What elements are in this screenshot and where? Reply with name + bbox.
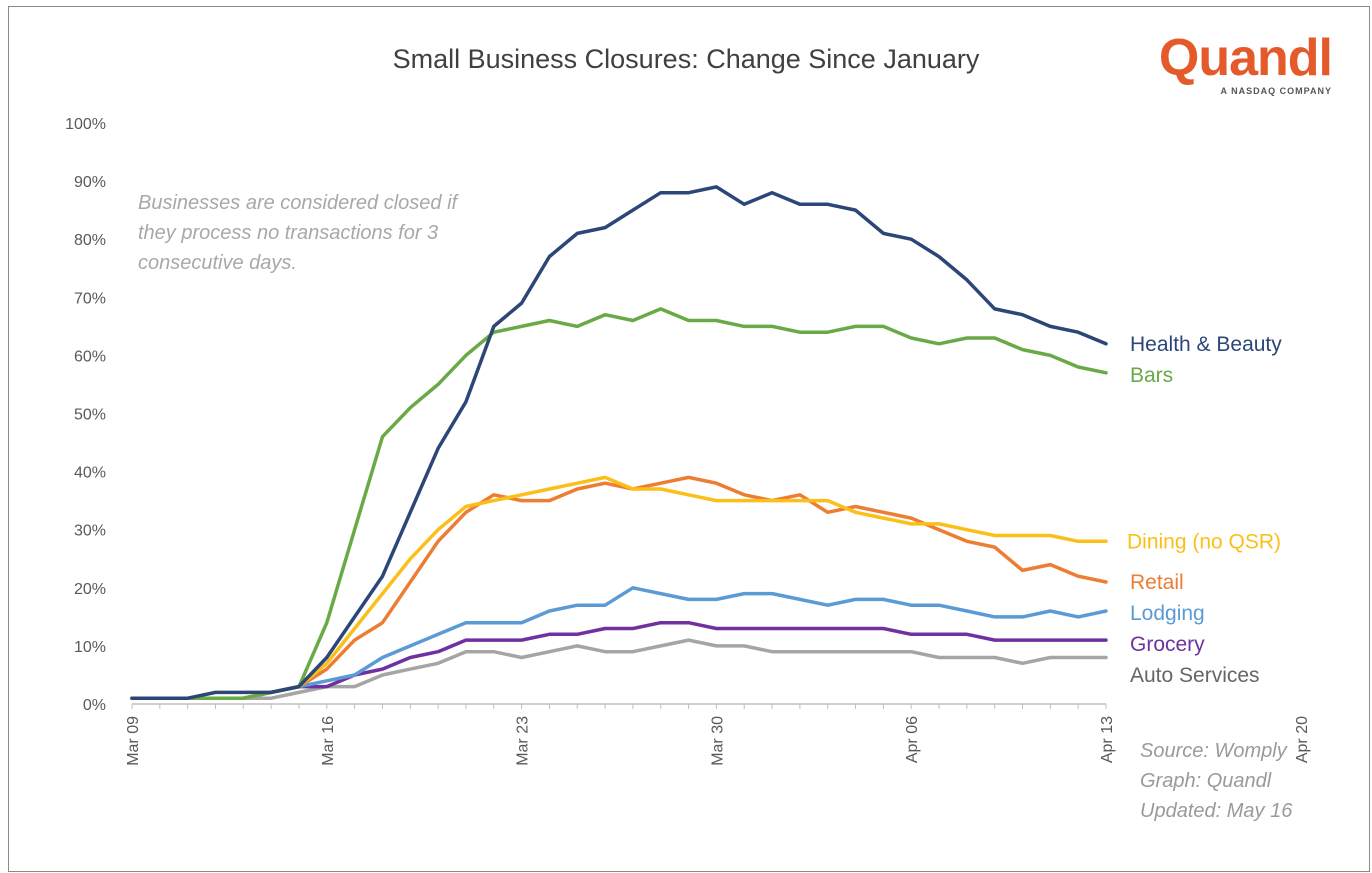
source-line: Source: Womply [1140,740,1287,762]
series-label: Bars [1130,364,1173,387]
series-label: Retail [1130,571,1184,594]
series-line [130,307,1108,700]
series-label: Auto Services [1130,664,1260,687]
y-tick-label: 70% [74,290,106,307]
series-line [130,475,1108,700]
y-tick-label: 60% [74,348,106,365]
series-line [130,586,1108,700]
logo-wordmark: Quandl [1158,29,1333,87]
series-label: Dining (no QSR) [1127,530,1281,553]
y-tick-label: 10% [74,639,106,656]
closure-definition-note: Businesses are considered closed if they… [138,192,458,274]
y-tick-label: 30% [74,523,106,540]
series-line [130,475,1108,700]
y-tick-label: 40% [74,465,106,482]
x-tick-label: Mar 23 [515,716,532,766]
series-lines [130,185,1108,700]
quandl-logo: Quandl A NASDAQ COMPANY [1158,29,1333,96]
logo-tagline: A NASDAQ COMPANY [1220,86,1332,96]
series-line [130,638,1108,700]
series-line [130,620,1108,700]
source-credits: Source: Womply Graph: Quandl Updated: Ma… [1140,736,1292,826]
updated-line: Updated: May 16 [1140,800,1293,822]
series-label: Grocery [1130,633,1205,656]
y-tick-label: 100% [65,116,106,133]
series-label: Lodging [1130,602,1205,625]
x-tick-label: Mar 30 [709,716,726,766]
y-tick-label: 20% [74,581,106,598]
y-tick-label: 90% [74,174,106,191]
x-tick-label: Apr 20 [1294,716,1311,763]
y-tick-label: 0% [83,697,106,714]
series-labels: Health & Beauty Bars Dining (no QSR) Retail… [1127,333,1282,687]
x-tick-label: Mar 16 [320,716,337,766]
series-line [130,185,1108,700]
chart-frame [8,6,1370,872]
series-label: Health & Beauty [1130,333,1282,356]
y-tick-label: 80% [74,232,106,249]
y-axis: 0% 10% 20% 30% 40% 50% 60% 70% 80% 90% 100% [65,116,106,714]
y-tick-label: 50% [74,407,106,424]
x-tick-label: Apr 13 [1099,716,1116,763]
x-tick-label: Apr 06 [904,716,921,763]
graph-credit-line: Graph: Quandl [1140,770,1272,792]
x-axis: Mar 09 Mar 16 Mar 23 Mar 30 Apr 06 Apr 13 Apr … [125,703,1311,766]
x-tick-label: Mar 09 [125,716,142,766]
chart-title: Small Business Closures: Change Since Ja… [392,44,980,74]
